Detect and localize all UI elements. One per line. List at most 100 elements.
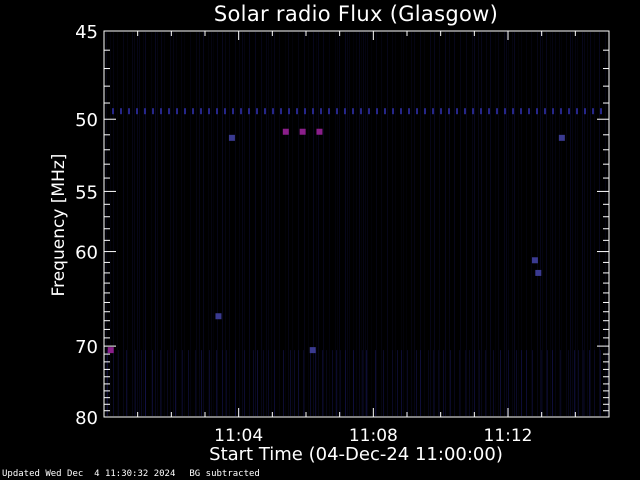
- noise-stripe: [217, 32, 218, 416]
- noise-stripe: [244, 32, 245, 416]
- interference-dot: [552, 108, 554, 115]
- noise-stripe: [213, 32, 214, 416]
- noise-stripe: [263, 350, 264, 416]
- noise-stripe: [485, 350, 486, 416]
- noise-stripe: [337, 32, 338, 416]
- noise-stripe: [279, 32, 280, 416]
- y-tick-label: 50: [75, 110, 98, 131]
- noise-stripe: [500, 350, 501, 416]
- noise-stripe: [599, 32, 600, 416]
- noise-stripe: [570, 32, 571, 416]
- noise-stripe: [498, 32, 499, 416]
- noise-stripe: [113, 350, 114, 416]
- noise-stripe: [540, 32, 541, 416]
- noise-stripe: [268, 32, 269, 416]
- noise-stripe: [195, 350, 196, 416]
- interference-dot: [480, 108, 482, 115]
- noise-stripe: [574, 350, 575, 416]
- burst-feature: [299, 128, 306, 135]
- interference-dot: [296, 108, 298, 115]
- noise-stripe: [493, 350, 494, 416]
- noise-stripe: [481, 32, 482, 416]
- noise-stripe: [589, 350, 590, 416]
- x-tick-label: 11:12: [484, 426, 533, 446]
- noise-stripe: [555, 32, 556, 416]
- interference-dot: [408, 108, 410, 115]
- noise-stripe: [424, 32, 425, 416]
- interference-dot: [488, 108, 490, 115]
- noise-stripe: [407, 350, 408, 416]
- noise-stripe: [420, 350, 421, 416]
- noise-stripe: [559, 32, 560, 416]
- interference-dot: [344, 108, 346, 115]
- x-tick-label: 11:08: [349, 426, 398, 446]
- noise-stripe: [392, 350, 393, 416]
- noise-stripe: [465, 350, 466, 416]
- noise-stripe: [308, 32, 309, 416]
- interference-dot: [120, 108, 122, 115]
- noise-stripe: [170, 32, 171, 416]
- interference-dot: [392, 108, 394, 115]
- noise-stripe: [151, 32, 152, 416]
- interference-dot: [232, 108, 234, 115]
- interference-dot: [224, 108, 226, 115]
- noise-stripe: [583, 350, 584, 416]
- noise-stripe: [371, 32, 372, 416]
- noise-stripe: [395, 32, 396, 416]
- noise-stripe: [403, 32, 404, 416]
- noise-stripe: [303, 350, 304, 416]
- interference-dot: [560, 108, 562, 115]
- interference-dot: [576, 108, 578, 115]
- noise-stripe: [222, 32, 223, 416]
- noise-stripe: [336, 350, 337, 416]
- noise-stripe: [285, 32, 286, 416]
- tick-labels: 11:04 11:08 11:12 45 50 55 60 70 80: [75, 22, 532, 446]
- noise-stripe: [365, 32, 366, 416]
- burst-feature: [535, 269, 542, 276]
- noise-stripe: [490, 32, 491, 416]
- noise-stripe: [356, 32, 357, 416]
- interference-dot: [400, 108, 402, 115]
- noise-stripe: [274, 350, 275, 416]
- noise-stripe: [235, 32, 236, 416]
- y-tick-label: 80: [75, 408, 98, 429]
- noise-stripe: [132, 32, 133, 416]
- noise-stripe: [329, 32, 330, 416]
- noise-stripe: [537, 32, 538, 416]
- noise-stripe: [294, 350, 295, 416]
- noise-stripe: [414, 32, 415, 416]
- noise-stripe: [547, 350, 548, 416]
- noise-stripe: [161, 32, 162, 416]
- noise-stripe: [430, 32, 431, 416]
- noise-stripe: [532, 350, 533, 416]
- interference-dot: [328, 108, 330, 115]
- noise-stripe: [283, 350, 284, 416]
- noise-stripe: [359, 32, 360, 416]
- burst-feature: [228, 134, 235, 141]
- burst-feature: [558, 134, 565, 141]
- interference-dot: [496, 108, 498, 115]
- noise-stripe: [514, 32, 515, 416]
- burst-feature: [309, 347, 316, 354]
- noise-stripe: [141, 350, 142, 416]
- noise-stripe: [582, 32, 583, 416]
- noise-stripe: [531, 32, 532, 416]
- y-tick-label: 45: [75, 22, 98, 43]
- y-tick-label: 60: [75, 243, 98, 264]
- noise-stripe: [353, 32, 354, 416]
- noise-stripe: [139, 32, 140, 416]
- bg-subtracted-note: BG subtracted: [189, 469, 260, 479]
- noise-stripe: [508, 350, 509, 416]
- noise-stripe: [600, 350, 601, 416]
- noise-stripe: [439, 32, 440, 416]
- noise-stripe: [363, 32, 364, 416]
- noise-stripe: [347, 32, 348, 416]
- interference-dot: [152, 108, 154, 115]
- interference-dot: [472, 108, 474, 115]
- noise-stripe: [226, 350, 227, 416]
- noise-stripe: [216, 350, 217, 416]
- noise-stripe: [349, 32, 350, 416]
- interference-dot: [312, 108, 314, 115]
- burst-feature: [282, 128, 289, 135]
